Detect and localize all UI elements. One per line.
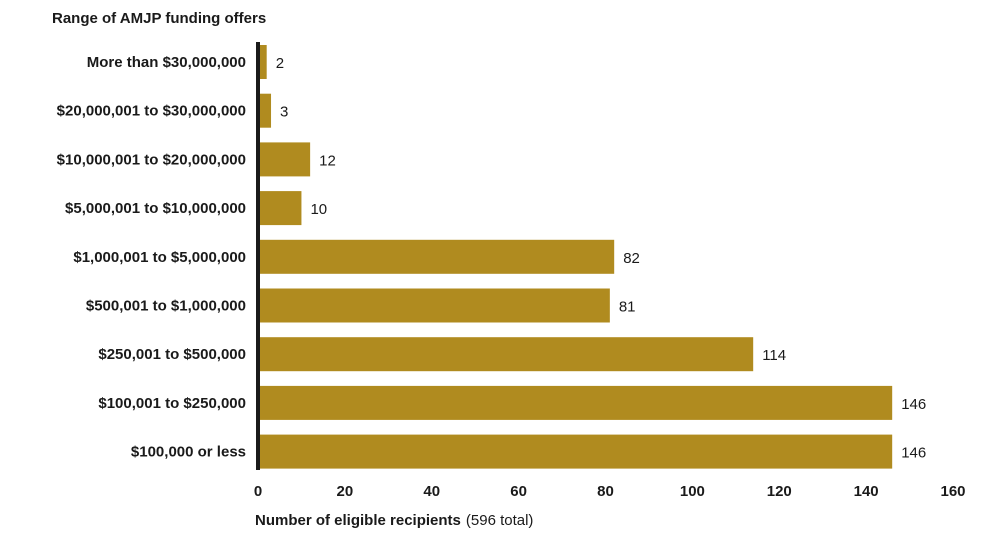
category-label: $100,001 to $250,000	[98, 395, 246, 412]
category-label: $500,001 to $1,000,000	[86, 298, 246, 315]
bar	[258, 337, 754, 372]
category-labels: More than $30,000,000 $20,000,001 to $30,…	[57, 54, 246, 461]
bar	[258, 288, 610, 323]
x-axis-label: Number of eligible recipients	[255, 512, 461, 529]
category-label: $5,000,001 to $10,000,000	[65, 200, 246, 217]
data-label: 12	[319, 152, 336, 169]
category-label: $100,000 or less	[131, 444, 246, 461]
bar	[258, 385, 893, 420]
x-tick-label: 0	[254, 483, 262, 500]
bar	[258, 93, 272, 128]
category-label: $250,001 to $500,000	[98, 346, 246, 363]
x-tick-label: 100	[680, 483, 705, 500]
x-axis-ticks: 0 20 40 60 80 100 120 140 160	[254, 483, 966, 500]
chart-title: Range of AMJP funding offers	[52, 10, 266, 27]
x-tick-label: 140	[854, 483, 879, 500]
x-tick-label: 120	[767, 483, 792, 500]
data-label: 82	[623, 250, 640, 267]
bar	[258, 45, 267, 79]
data-label: 114	[762, 347, 786, 364]
x-tick-label: 80	[597, 483, 614, 500]
category-label: $10,000,001 to $20,000,000	[57, 151, 246, 168]
x-tick-label: 60	[510, 483, 527, 500]
x-axis-title: Number of eligible recipients (596 total)	[255, 512, 533, 529]
x-tick-label: 40	[423, 483, 440, 500]
x-tick-label: 20	[337, 483, 354, 500]
data-label: 81	[619, 299, 636, 316]
data-label: 2	[276, 55, 284, 72]
x-tick-label: 160	[940, 483, 965, 500]
bars-group	[258, 45, 893, 469]
x-axis-note: (596 total)	[466, 512, 534, 529]
data-label: 10	[310, 201, 327, 218]
category-label: $20,000,001 to $30,000,000	[57, 103, 246, 120]
data-label: 3	[280, 104, 288, 121]
bar	[258, 434, 893, 469]
category-label: $1,000,001 to $5,000,000	[73, 249, 246, 266]
bar	[258, 239, 615, 274]
bar	[258, 142, 311, 177]
value-labels: 2 3 12 10 82 81 114 146 146	[276, 55, 927, 462]
category-label: More than $30,000,000	[87, 54, 246, 71]
bar	[258, 191, 302, 226]
data-label: 146	[901, 445, 926, 462]
data-label: 146	[901, 396, 926, 413]
